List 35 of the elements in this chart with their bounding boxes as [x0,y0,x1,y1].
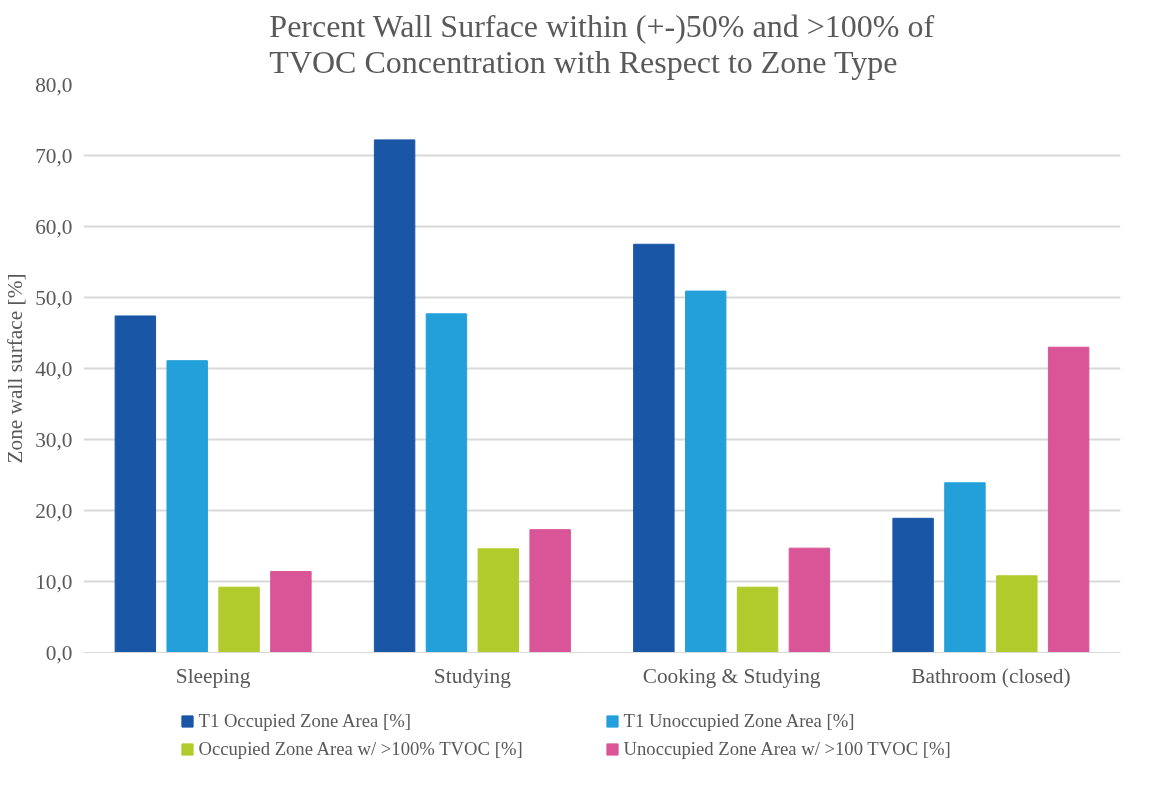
legend-label: Unoccupied Zone Area w/ >100 TVOC [%] [623,738,952,760]
chart-title: Percent Wall Surface within (+-)50% and >100% of TVOC Concentration with Respect to Zone Type [269,7,935,80]
y-tick-label: 30,0 [35,427,73,452]
x-tick-label: Sleeping [175,663,251,688]
legend-label: T1 Occupied Zone Area [%] [198,710,412,732]
x-tick-label: Studying [433,663,512,688]
bar [425,313,468,653]
legend-label: T1 Unoccupied Zone Area [%] [623,710,856,732]
bar [529,529,571,653]
y-tick-label: 50,0 [35,285,73,310]
bar [218,586,260,653]
bar [684,290,727,653]
y-tick-label: 0,0 [45,640,73,665]
bar [270,571,312,653]
bar [114,315,157,653]
y-tick-label: 70,0 [35,143,73,168]
legend-label: Occupied Zone Area w/ >100% TVOC [%] [198,738,524,760]
bar [996,575,1038,653]
bar [477,548,520,653]
y-tick-label: 80,0 [35,72,73,97]
bar [1047,346,1090,653]
y-tick-label: 60,0 [35,214,73,239]
x-tick-label: Bathroom (closed) [911,663,1071,688]
y-tick-label: 20,0 [35,498,73,523]
y-tick-label: 10,0 [35,569,73,594]
bar [633,243,675,653]
y-axis-title: Zone wall surface [%] [3,273,28,464]
bar [373,139,416,653]
y-tick-label: 40,0 [35,356,73,381]
bar [892,517,934,653]
bar [736,586,779,653]
bar [788,547,831,653]
bar [166,360,208,653]
bar [944,482,986,653]
x-tick-label: Cooking & Studying [642,663,821,688]
